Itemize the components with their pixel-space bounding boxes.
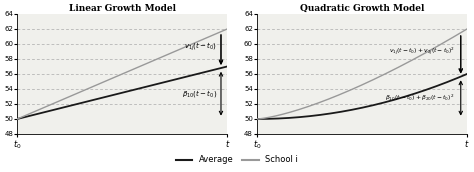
Text: $\beta_{10}(t-t_0)+\beta_{20}(t-t_0)^2$: $\beta_{10}(t-t_0)+\beta_{20}(t-t_0)^2$: [385, 93, 455, 103]
Text: $v_{1j}(t-t_0)$: $v_{1j}(t-t_0)$: [183, 41, 217, 53]
Title: Linear Growth Model: Linear Growth Model: [69, 4, 176, 13]
Title: Quadratic Growth Model: Quadratic Growth Model: [300, 4, 424, 13]
Text: $v_{1j}(t-t_0)+v_{2j}(t-t_0)^2$: $v_{1j}(t-t_0)+v_{2j}(t-t_0)^2$: [389, 45, 455, 57]
Legend: Average, School i: Average, School i: [173, 152, 301, 168]
Text: $\beta_{10}(t-t_0)$: $\beta_{10}(t-t_0)$: [182, 88, 217, 99]
